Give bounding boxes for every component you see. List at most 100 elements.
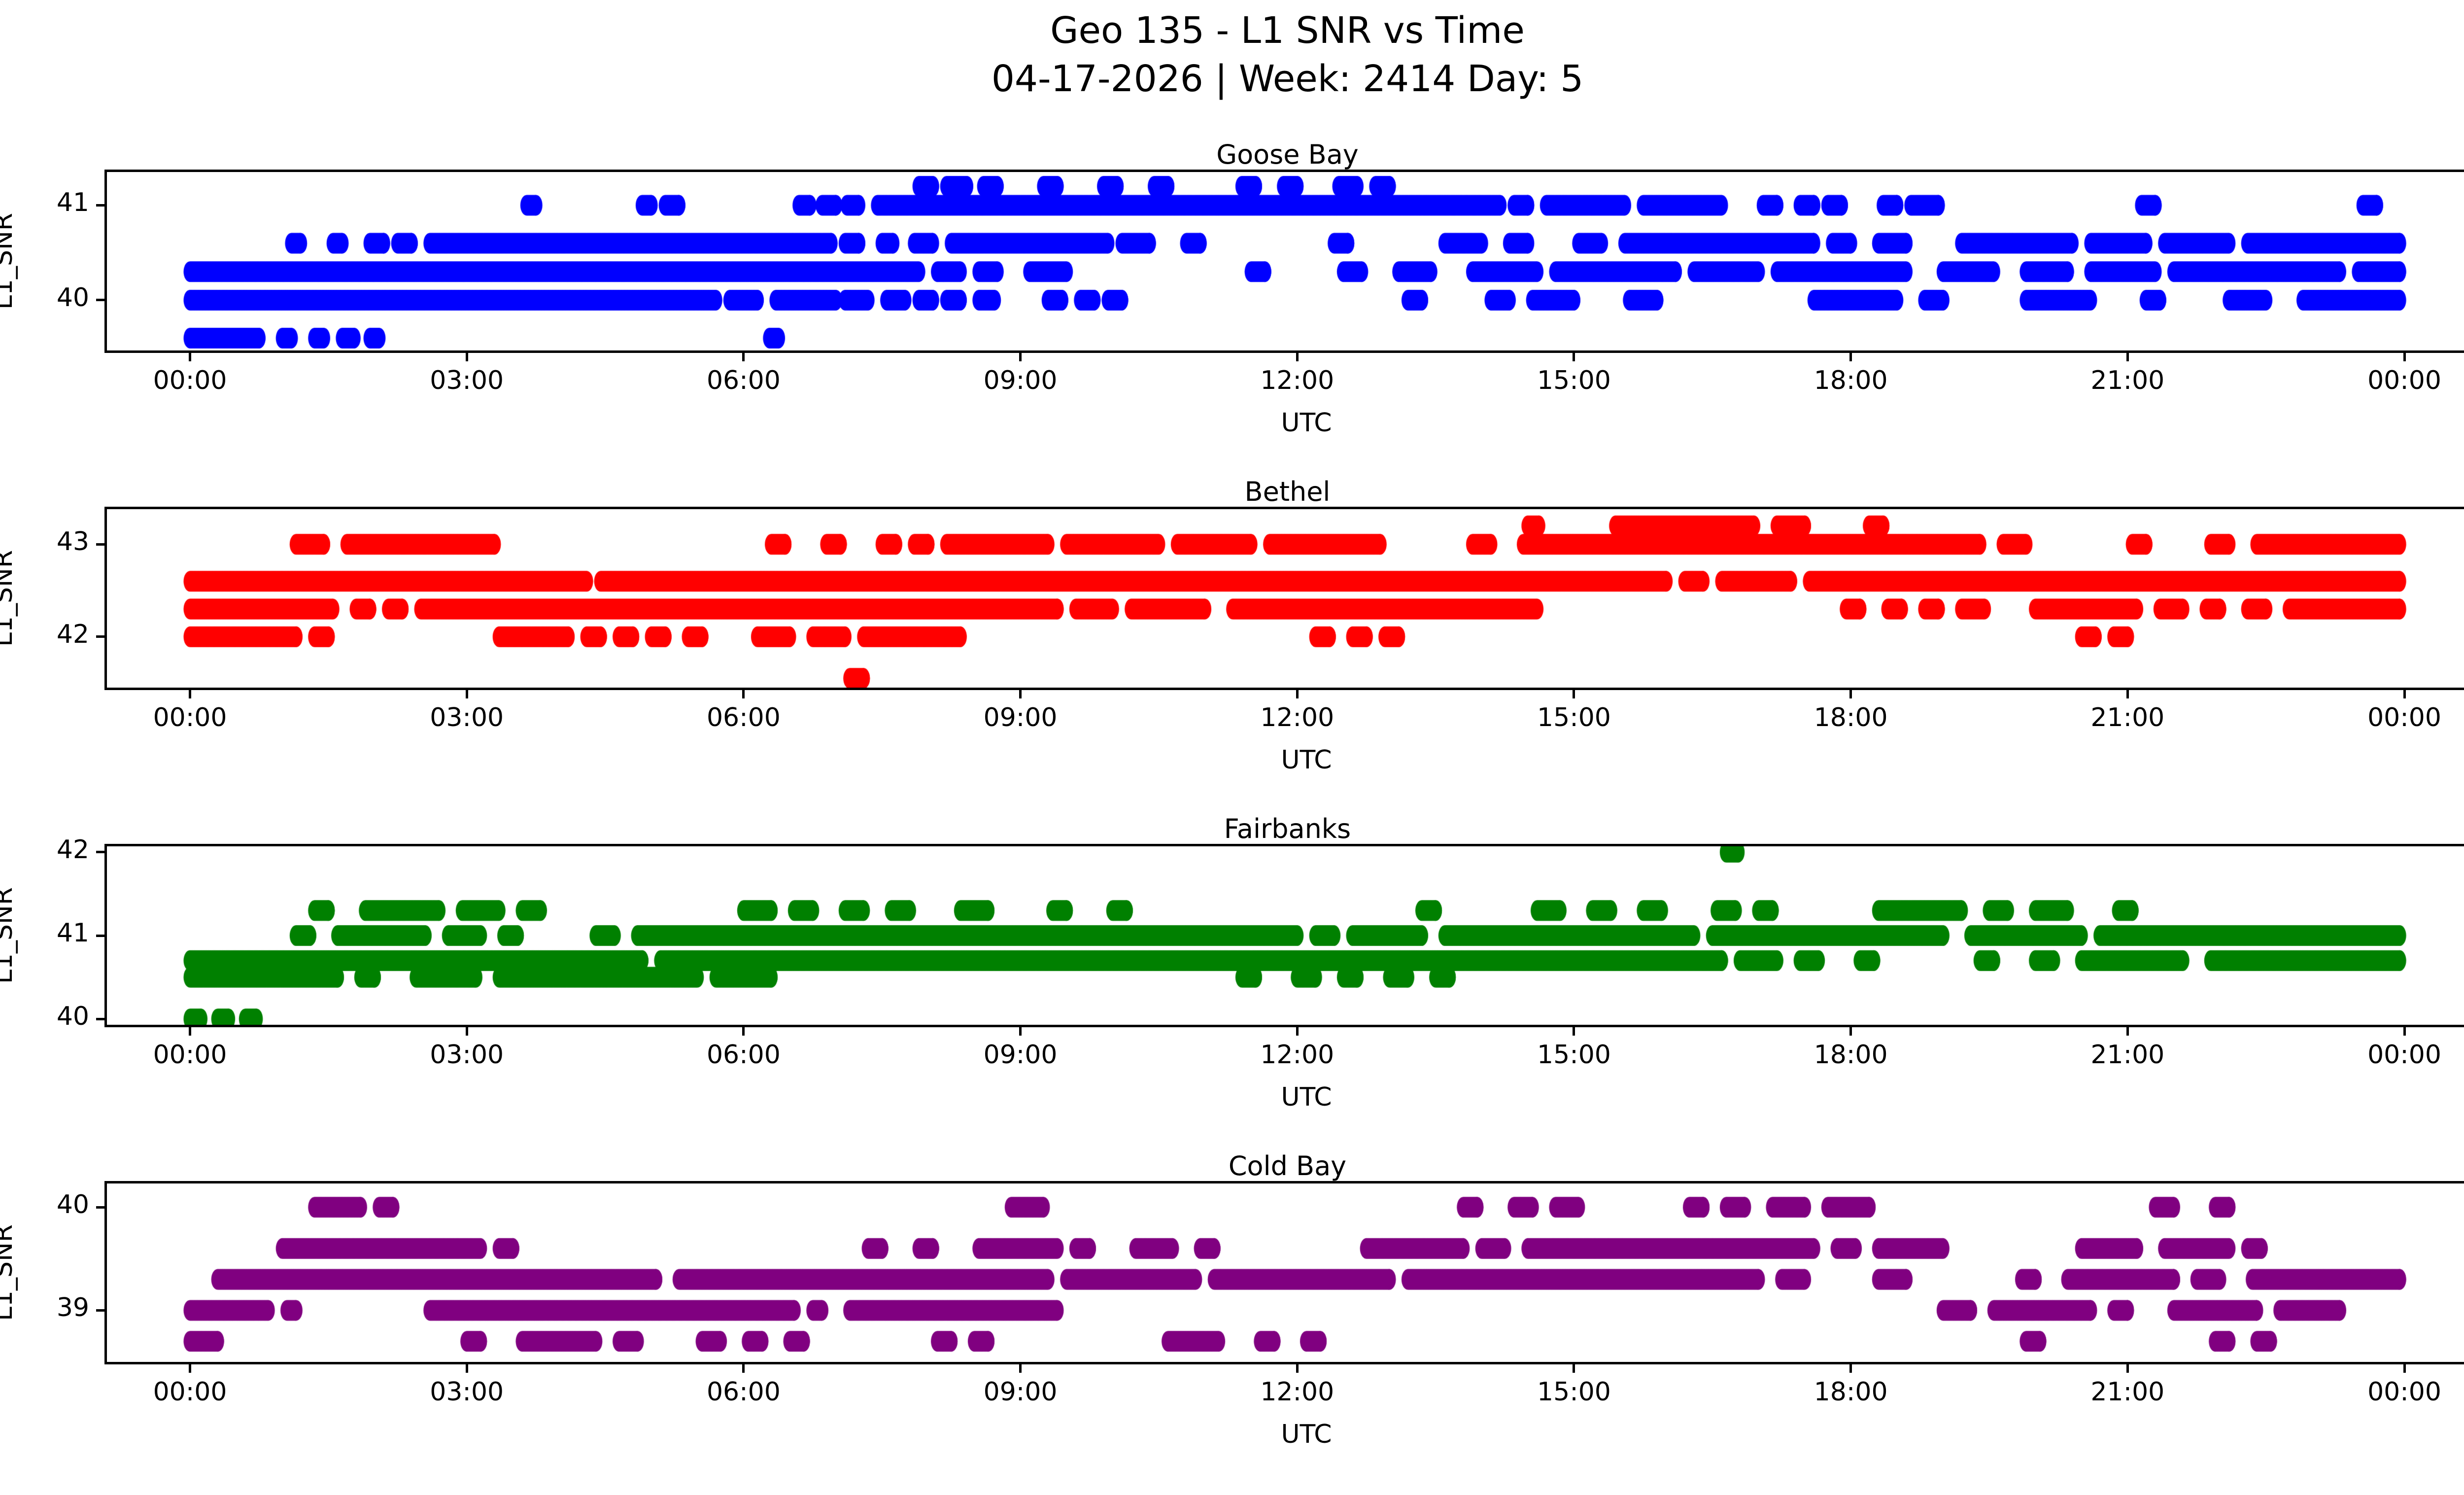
x-tick-mark [465, 353, 468, 361]
x-tick-mark [1296, 1027, 1299, 1036]
x-tick-mark [1573, 690, 1575, 698]
x-tick-label: 06:00 [706, 1377, 781, 1407]
scatter-canvas-goose-bay [107, 172, 2464, 350]
y-tick-mark [96, 1017, 104, 1020]
x-tick-label: 15:00 [1537, 1040, 1611, 1070]
y-tick-label: 41 [56, 188, 89, 218]
x-tick-label: 06:00 [706, 703, 781, 732]
y-tick-label: 42 [56, 619, 89, 649]
x-tick-label: 00:00 [2367, 366, 2441, 395]
x-tick-mark [2126, 1027, 2129, 1036]
x-tick-mark [465, 1027, 468, 1036]
y-tick-label: 41 [56, 918, 89, 948]
x-tick-label: 00:00 [2367, 1377, 2441, 1407]
x-tick-mark [2403, 690, 2406, 698]
y-tick-label: 40 [56, 1190, 89, 1220]
x-tick-label: 00:00 [153, 1040, 227, 1070]
x-tick-label: 09:00 [983, 703, 1058, 732]
x-tick-label: 03:00 [430, 1040, 504, 1070]
y-tick-label: 40 [56, 1002, 89, 1032]
x-tick-label: 21:00 [2090, 366, 2165, 395]
y-tick-label: 43 [56, 527, 89, 557]
x-tick-label: 09:00 [983, 1040, 1058, 1070]
scatter-canvas-bethel [107, 509, 2464, 688]
scatter-canvas-fairbanks [107, 846, 2464, 1025]
x-tick-mark [1019, 1027, 1022, 1036]
y-tick-mark [96, 543, 104, 546]
x-tick-label: 00:00 [153, 366, 227, 395]
y-tick-label: 40 [56, 282, 89, 313]
x-tick-label: 09:00 [983, 1377, 1058, 1407]
x-tick-mark [2403, 1027, 2406, 1036]
x-tick-mark [1573, 1364, 1575, 1373]
x-tick-label: 21:00 [2090, 1377, 2165, 1407]
figure-suptitle: Geo 135 - L1 SNR vs Time 04-17-2026 | We… [991, 9, 1584, 100]
x-tick-label: 12:00 [1260, 1377, 1335, 1407]
y-tick-mark [96, 934, 104, 937]
x-tick-mark [2403, 353, 2406, 361]
x-tick-mark [742, 690, 745, 698]
x-tick-label: 03:00 [430, 366, 504, 395]
x-tick-mark [742, 1027, 745, 1036]
y-tick-mark [96, 1206, 104, 1209]
x-tick-label: 18:00 [1814, 1377, 1888, 1407]
x-tick-mark [742, 1364, 745, 1373]
y-tick-mark [96, 299, 104, 302]
x-tick-mark [1849, 353, 1852, 361]
x-tick-mark [2126, 690, 2129, 698]
x-tick-mark [1849, 1027, 1852, 1036]
x-tick-label: 21:00 [2090, 703, 2165, 732]
x-tick-mark [1573, 1027, 1575, 1036]
y-tick-mark [96, 851, 104, 854]
x-tick-mark [1019, 353, 1022, 361]
x-tick-mark [465, 690, 468, 698]
x-tick-label: 06:00 [706, 366, 781, 395]
x-tick-label: 00:00 [153, 1377, 227, 1407]
x-tick-label: 06:00 [706, 1040, 781, 1070]
y-tick-label: 42 [56, 834, 89, 865]
x-tick-label: 03:00 [430, 703, 504, 732]
x-tick-mark [1296, 1364, 1299, 1373]
x-tick-label: 15:00 [1537, 1377, 1611, 1407]
x-tick-mark [465, 1364, 468, 1373]
subplot-title-fairbanks: Fairbanks [1224, 813, 1351, 844]
x-tick-label: 12:00 [1260, 366, 1335, 395]
x-tick-label: 12:00 [1260, 1040, 1335, 1070]
x-tick-label: 15:00 [1537, 366, 1611, 395]
x-tick-label: 00:00 [153, 703, 227, 732]
x-tick-label: 18:00 [1814, 366, 1888, 395]
x-tick-label: 15:00 [1537, 703, 1611, 732]
x-tick-mark [1573, 353, 1575, 361]
y-tick-label: 39 [56, 1293, 89, 1323]
y-tick-mark [96, 635, 104, 638]
x-tick-label: 21:00 [2090, 1040, 2165, 1070]
x-tick-mark [742, 353, 745, 361]
y-axis-label-bethel: L1_SNR [0, 550, 18, 647]
x-tick-mark [2126, 353, 2129, 361]
x-tick-mark [1019, 690, 1022, 698]
x-tick-label: 09:00 [983, 366, 1058, 395]
x-tick-mark [1296, 690, 1299, 698]
x-tick-mark [2126, 1364, 2129, 1373]
x-tick-mark [1019, 1364, 1022, 1373]
x-tick-label: 00:00 [2367, 703, 2441, 732]
scatter-canvas-cold-bay [107, 1183, 2464, 1362]
x-tick-label: 12:00 [1260, 703, 1335, 732]
x-tick-mark [1849, 690, 1852, 698]
x-tick-mark [1849, 1364, 1852, 1373]
x-tick-label: 18:00 [1814, 703, 1888, 732]
y-tick-mark [96, 204, 104, 207]
x-axis-label-cold-bay: UTC [1281, 1420, 1332, 1449]
x-axis-label-fairbanks: UTC [1281, 1082, 1332, 1112]
x-tick-mark [189, 1027, 191, 1036]
subplot-title-bethel: Bethel [1244, 476, 1331, 507]
x-tick-mark [189, 353, 191, 361]
x-tick-mark [189, 690, 191, 698]
subplot-title-goose-bay: Goose Bay [1216, 139, 1359, 170]
x-tick-mark [1296, 353, 1299, 361]
x-axis-label-bethel: UTC [1281, 745, 1332, 775]
x-tick-label: 00:00 [2367, 1040, 2441, 1070]
x-axis-label-goose-bay: UTC [1281, 408, 1332, 438]
y-tick-mark [96, 1309, 104, 1312]
